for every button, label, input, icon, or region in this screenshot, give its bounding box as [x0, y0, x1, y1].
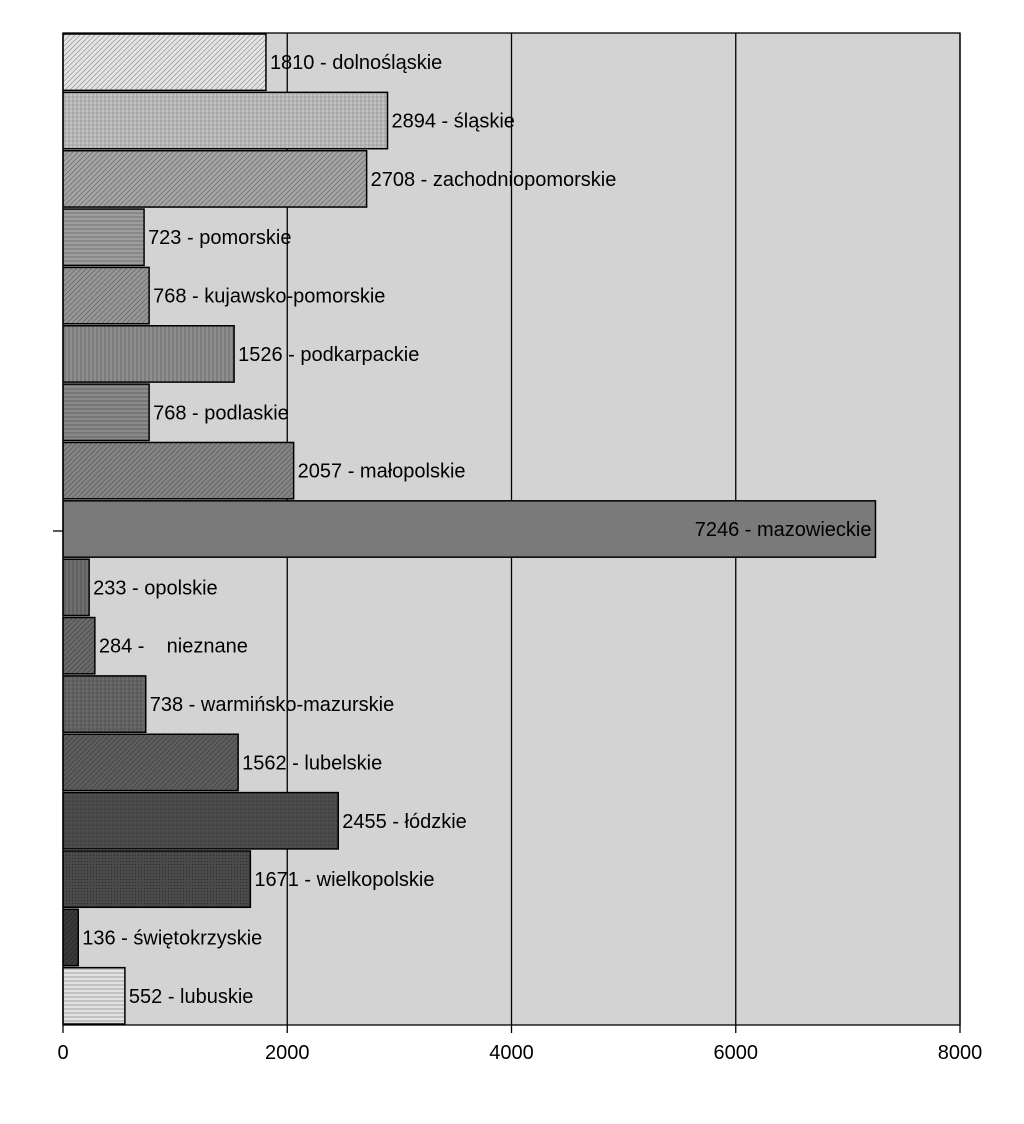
- bar-label: 7246 - mazowieckie: [695, 519, 872, 541]
- bar-pattern: [63, 675, 146, 733]
- bar-group: [62, 441, 295, 500]
- bar-pattern: [63, 617, 95, 674]
- bar-group: [62, 675, 147, 733]
- bar-group: [62, 733, 239, 792]
- bar-label: 1526 - podkarpackie: [238, 344, 419, 366]
- bar-group: [62, 791, 340, 850]
- bar-group: [62, 383, 150, 442]
- bar-group: [62, 616, 96, 675]
- bar-label: 768 - kujawsko-pomorskie: [153, 286, 385, 308]
- bar-label: 552 - lubuskie: [129, 986, 254, 1008]
- bar-pattern: [63, 734, 239, 791]
- bar-group: [62, 266, 150, 325]
- bar-pattern: [63, 967, 125, 1024]
- x-tick-label: 2000: [265, 1042, 310, 1064]
- bar-pattern: [63, 909, 79, 966]
- bar-label: 1562 - lubelskie: [242, 752, 382, 774]
- bar-pattern: [63, 92, 388, 149]
- bar-group: [62, 149, 368, 208]
- x-tick-label: 8000: [938, 1042, 983, 1064]
- bar-group: [62, 208, 145, 267]
- bar-label: 284 - nieznane: [99, 636, 248, 658]
- x-tick-label: 0: [57, 1042, 68, 1064]
- bar-group: [62, 325, 235, 383]
- bar-label: 2057 - małopolskie: [298, 461, 466, 483]
- bar-pattern: [63, 150, 367, 208]
- bar-pattern: [63, 209, 145, 266]
- bar-label: 723 - pomorskie: [148, 227, 291, 249]
- bar-label: 2894 - śląskie: [391, 111, 514, 133]
- bar-group: [62, 908, 79, 967]
- bar-label: 768 - podlaskie: [153, 402, 289, 424]
- bar-label: 738 - warmińsko-mazurskie: [150, 694, 395, 716]
- bar-pattern: [63, 850, 251, 908]
- bar-group: [62, 966, 126, 1025]
- bar-label: 233 - opolskie: [93, 577, 218, 599]
- bar-label: 2455 - łódzkie: [342, 811, 467, 833]
- bar-pattern: [63, 442, 294, 499]
- bar-pattern: [63, 792, 339, 849]
- x-tick-label: 6000: [714, 1042, 759, 1064]
- x-tick-label: 4000: [489, 1042, 534, 1064]
- bar-label: 2708 - zachodniopomorskie: [371, 169, 617, 191]
- bar-label: 1810 - dolnośląskie: [270, 52, 442, 74]
- bar-label: 136 - świętokrzyskie: [82, 927, 262, 949]
- bar-group: [62, 33, 267, 92]
- bar-pattern: [63, 325, 235, 383]
- bar-pattern: [63, 267, 150, 324]
- bar-group: [62, 91, 389, 150]
- bar: [63, 500, 876, 558]
- bar-pattern: [63, 34, 266, 91]
- bar-group: [62, 558, 90, 617]
- bar-pattern: [63, 384, 150, 441]
- bar-group: [62, 850, 252, 909]
- bar-label: 1671 - wielkopolskie: [254, 869, 434, 891]
- bar-pattern: [63, 559, 90, 616]
